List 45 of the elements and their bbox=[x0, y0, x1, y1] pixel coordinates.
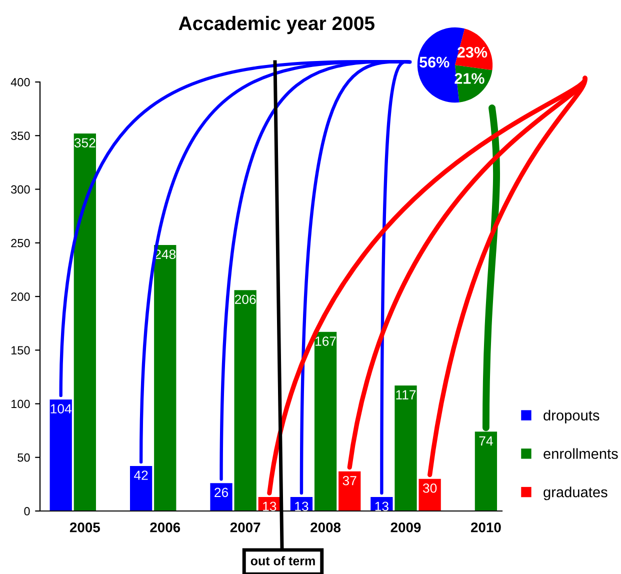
data-label: 13 bbox=[375, 502, 388, 512]
y-tick-label: 350 bbox=[11, 132, 30, 140]
y-tick-label: 250 bbox=[11, 238, 30, 248]
data-label: 56% bbox=[420, 56, 450, 68]
data-label: 30 bbox=[422, 483, 437, 493]
y-tick-label: 100 bbox=[11, 400, 30, 408]
bar bbox=[234, 290, 256, 511]
legend-label: enrollments bbox=[544, 448, 618, 459]
x-tick-label: 2006 bbox=[150, 522, 180, 532]
data-label: 37 bbox=[342, 476, 356, 486]
x-tick-label: 2008 bbox=[310, 522, 341, 532]
data-label: 26 bbox=[214, 488, 228, 498]
data-label: 104 bbox=[50, 404, 72, 414]
data-label: 352 bbox=[74, 138, 96, 148]
legend-label: dropouts bbox=[544, 410, 600, 424]
data-label: 167 bbox=[316, 336, 336, 346]
y-tick-label: 150 bbox=[11, 346, 30, 355]
bar bbox=[50, 399, 72, 511]
bar bbox=[338, 471, 361, 511]
bar bbox=[394, 386, 417, 511]
data-label: 42 bbox=[134, 470, 148, 480]
y-tick-label: 0 bbox=[24, 507, 30, 516]
chart-title: Accademic year 2005 bbox=[178, 16, 374, 34]
bar bbox=[74, 133, 96, 511]
x-tick-label: 2005 bbox=[70, 522, 100, 532]
bar bbox=[154, 245, 176, 511]
y-tick-label: 200 bbox=[11, 292, 30, 301]
y-tick-label: 50 bbox=[18, 453, 30, 462]
bar bbox=[418, 478, 441, 511]
x-tick-label: 2007 bbox=[230, 522, 260, 532]
data-label: 13 bbox=[263, 502, 276, 512]
x-tick-label: 2009 bbox=[390, 522, 421, 532]
data-label: 13 bbox=[295, 502, 308, 512]
legend-label: graduates bbox=[544, 486, 608, 500]
data-label: 74 bbox=[479, 436, 493, 446]
bar bbox=[210, 483, 232, 511]
y-tick-label: 300 bbox=[11, 185, 30, 194]
data-label: 206 bbox=[234, 294, 256, 304]
data-label: 23% bbox=[457, 46, 488, 58]
x-tick-label: 2010 bbox=[470, 522, 501, 532]
bar bbox=[314, 332, 337, 511]
text: out of term bbox=[250, 556, 315, 566]
y-tick-label: 400 bbox=[10, 78, 30, 86]
bar bbox=[130, 466, 152, 511]
data-label: 117 bbox=[396, 390, 416, 400]
